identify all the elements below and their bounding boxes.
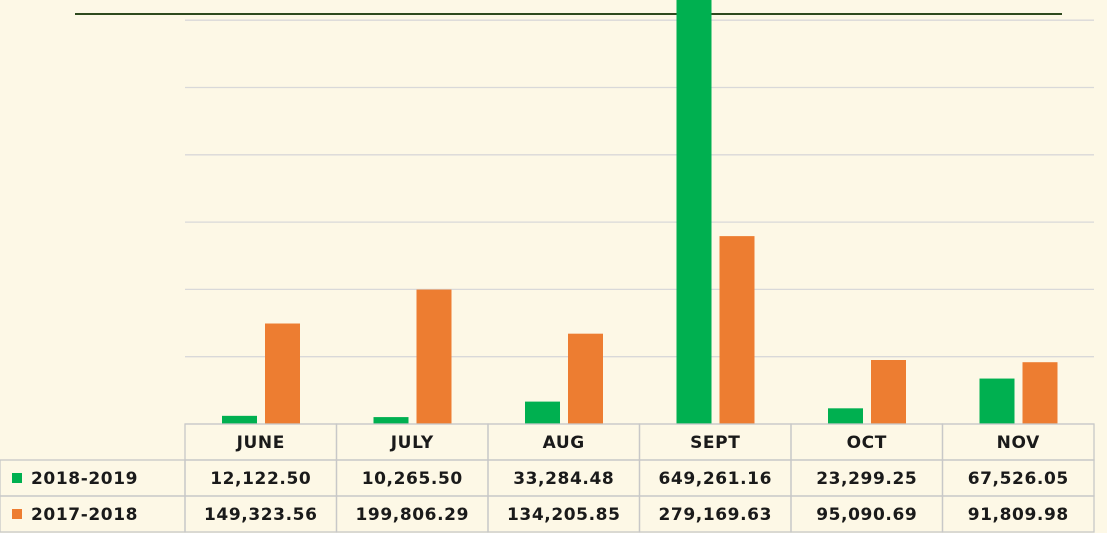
x-tick-label: NOV [997,433,1040,453]
x-tick-label: JULY [390,433,434,453]
bar [1022,362,1058,424]
value-label: 67,526.05 [968,469,1069,489]
bar [265,323,300,424]
bar [871,360,906,424]
x-tick-label: JUNE [236,433,285,453]
x-tick-label: OCT [847,433,887,453]
bar [979,378,1015,424]
bar [719,236,755,424]
x-tick-label: SEPT [690,433,740,453]
table-cell [0,495,186,533]
legend-swatch [12,473,22,483]
value-label: 279,169.63 [658,505,772,525]
value-label: 95,090.69 [816,505,917,525]
value-label: 23,299.25 [816,469,917,489]
bar [568,333,603,424]
legend-swatch [12,509,22,519]
bar [222,415,257,424]
bar [676,0,712,424]
bar [525,401,560,424]
bar [828,408,863,424]
table-cell [941,495,1095,533]
bar [416,289,452,424]
legend-label: 2018-2019 [31,469,138,489]
x-tick-label: AUG [543,433,585,453]
value-label: 199,806.29 [355,505,469,525]
value-label: 134,205.85 [507,505,621,525]
bar [373,417,409,424]
value-label: 10,265.50 [362,469,463,489]
value-label: 33,284.48 [513,469,614,489]
value-label: 649,261.16 [658,469,772,489]
value-label: 12,122.50 [210,469,311,489]
value-label: 91,809.98 [968,505,1069,525]
value-label: 149,323.56 [204,505,318,525]
legend-label: 2017-2018 [31,505,138,525]
